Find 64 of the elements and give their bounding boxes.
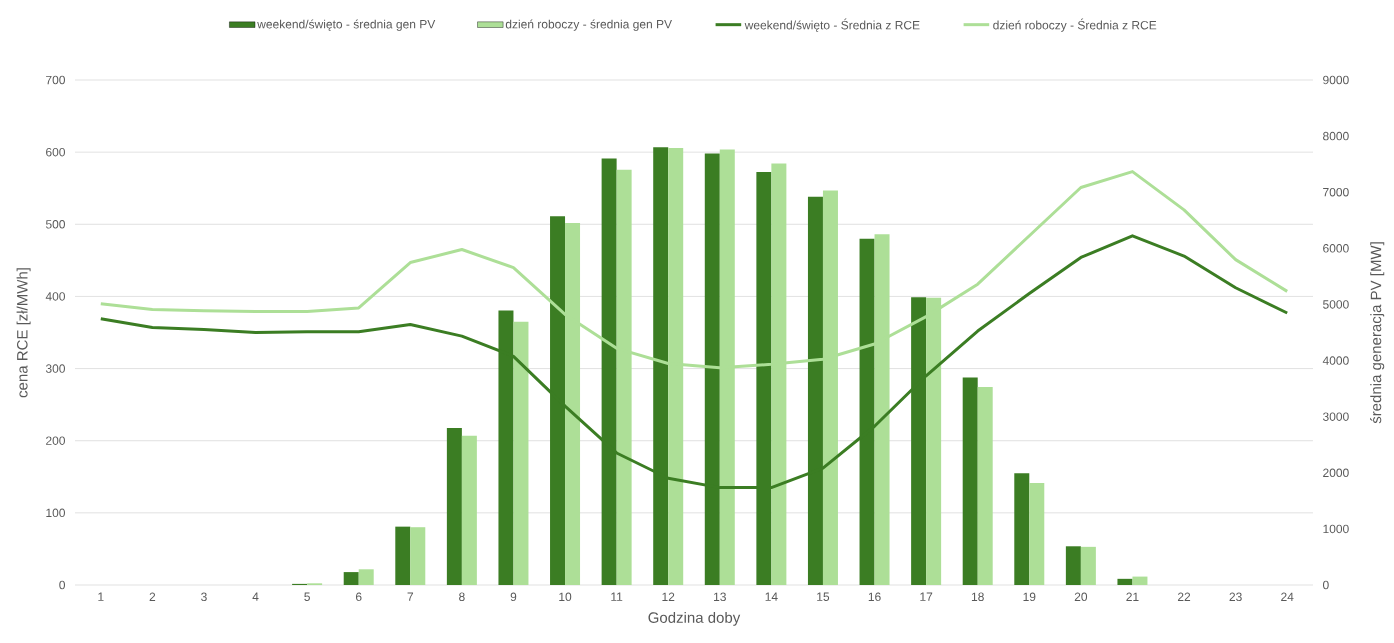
x-tick-label: 22 — [1177, 592, 1191, 601]
x-tick-label: 24 — [1281, 592, 1294, 601]
y2-tick-label: 7000 — [1323, 187, 1349, 197]
bar — [962, 377, 978, 585]
bar — [461, 435, 477, 585]
y2-tick-label: 6000 — [1323, 244, 1349, 253]
legend-label: weekend/święto - średnia gen PV — [257, 19, 436, 31]
x-tick-label: 1 — [98, 592, 104, 601]
x-tick-label: 2 — [149, 592, 156, 601]
bar — [977, 386, 993, 585]
bar — [395, 526, 411, 585]
y2-tick-label: 4000 — [1322, 356, 1349, 365]
y-tick-label: 600 — [46, 147, 65, 157]
x-tick-label: 18 — [971, 592, 984, 602]
x-tick-label: 12 — [662, 592, 675, 601]
bar — [1065, 546, 1081, 585]
y-tick-label: 500 — [45, 220, 65, 229]
y2-tick-label: 1000 — [1323, 524, 1349, 534]
y2-axis-title: średnia generacja PV [MW] — [1370, 242, 1385, 424]
x-tick-label: 5 — [304, 592, 310, 601]
x-axis-title: Godzina doby — [648, 611, 741, 626]
x-tick-label: 15 — [817, 592, 830, 601]
x-tick-label: 23 — [1229, 592, 1242, 602]
x-tick-label: 7 — [407, 592, 414, 601]
bar — [410, 527, 426, 585]
y2-tick-label: 8000 — [1323, 131, 1349, 141]
bar — [358, 569, 374, 585]
x-tick-label: 8 — [459, 592, 465, 602]
legend-label: dzień roboczy - średnia gen PV — [505, 19, 672, 31]
bar — [1029, 482, 1045, 585]
y-tick-label: 0 — [59, 580, 66, 590]
x-tick-label: 19 — [1023, 592, 1036, 602]
y-tick-label: 200 — [46, 436, 65, 445]
x-tick-label: 4 — [252, 592, 259, 601]
x-tick-label: 11 — [611, 592, 623, 601]
x-tick-label: 17 — [920, 592, 933, 601]
x-tick-label: 10 — [559, 592, 572, 602]
bar — [343, 572, 359, 585]
bar — [1132, 576, 1148, 585]
bar — [1117, 578, 1133, 585]
y2-tick-label: 5000 — [1323, 300, 1349, 309]
x-tick-label: 14 — [765, 592, 778, 601]
y2-tick-label: 2000 — [1323, 468, 1349, 478]
bar — [446, 427, 462, 585]
x-tick-label: 21 — [1126, 592, 1139, 601]
x-tick-label: 20 — [1074, 592, 1088, 602]
y2-tick-label: 0 — [1323, 580, 1329, 590]
y-tick-label: 700 — [46, 75, 65, 85]
y-axis-title: cena RCE [zł/MWh] — [16, 268, 31, 398]
x-tick-label: 9 — [510, 592, 517, 602]
x-tick-label: 3 — [201, 592, 207, 602]
bar — [513, 321, 529, 585]
bar — [1080, 546, 1096, 585]
x-tick-label: 13 — [714, 592, 726, 602]
legend-label: weekend/święto - Średnia z RCE — [744, 18, 920, 32]
x-tick-label: 16 — [868, 592, 881, 602]
y-tick-label: 300 — [45, 364, 65, 373]
y-tick-label: 400 — [45, 292, 65, 301]
y-tick-label: 100 — [46, 508, 65, 518]
y2-tick-label: 9000 — [1323, 75, 1349, 85]
legend-label: dzień roboczy - Średnia z RCE — [993, 18, 1157, 32]
x-tick-label: 6 — [355, 592, 362, 602]
y2-tick-label: 3000 — [1322, 412, 1349, 421]
bar — [1014, 473, 1030, 585]
